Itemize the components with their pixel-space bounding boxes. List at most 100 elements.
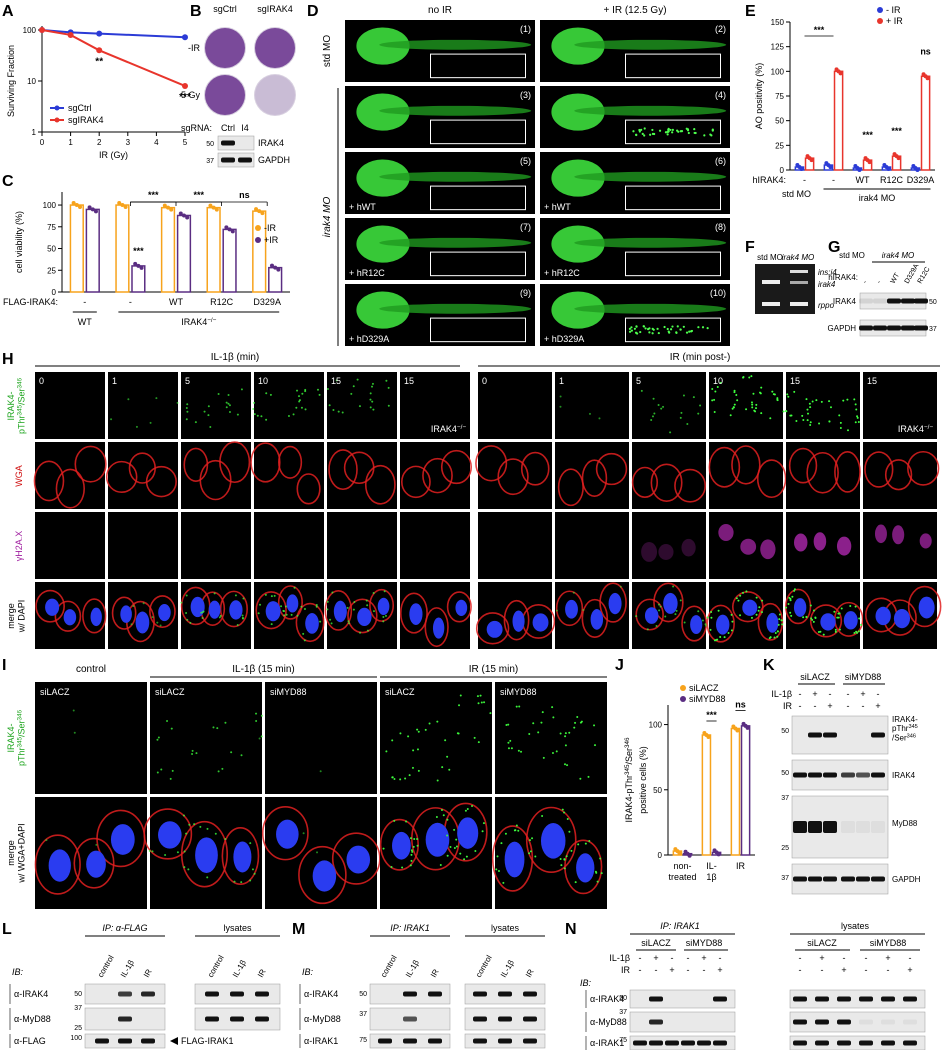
signal — [265, 392, 268, 395]
inset — [430, 185, 526, 211]
signal — [304, 408, 307, 411]
signal — [187, 868, 190, 871]
micrograph — [400, 442, 470, 509]
signal — [828, 420, 831, 423]
signal — [559, 405, 562, 408]
signal — [285, 613, 288, 616]
sign: - — [799, 701, 802, 711]
signal — [641, 541, 658, 562]
nucleus — [45, 598, 60, 616]
micrograph — [108, 442, 178, 509]
band — [859, 1019, 873, 1025]
signal — [641, 132, 644, 136]
signal — [563, 867, 566, 870]
signal — [837, 612, 840, 615]
bar — [85, 208, 100, 293]
signal — [326, 608, 329, 611]
sirna-label: siLACZ — [385, 687, 415, 697]
band — [793, 821, 807, 833]
signal — [723, 636, 726, 639]
signal — [598, 417, 601, 420]
signal — [809, 406, 812, 409]
inset — [430, 317, 526, 343]
signal — [563, 858, 566, 861]
signal — [45, 839, 48, 842]
sign: - — [687, 953, 690, 963]
signal — [224, 838, 227, 841]
bar — [176, 214, 192, 293]
replicate-dot — [166, 205, 171, 210]
size-marker: 50 — [781, 770, 789, 777]
signal — [840, 607, 843, 610]
signal — [251, 868, 254, 871]
band — [841, 821, 855, 833]
x-tick-label: WT — [856, 175, 870, 185]
treatment-label: IR (min post-) — [670, 352, 731, 363]
x-tick-label: 2 — [97, 138, 102, 147]
signal — [479, 694, 482, 697]
legend-label: - IR — [886, 5, 901, 15]
replicate-dot — [915, 168, 920, 173]
blot — [217, 152, 255, 168]
signal — [577, 843, 580, 846]
lane-label: WT — [890, 271, 902, 285]
label-part: 345 — [16, 737, 23, 748]
signal — [630, 329, 633, 332]
signal — [155, 397, 158, 400]
signal — [240, 754, 243, 757]
signal — [509, 739, 512, 742]
signal — [326, 387, 329, 390]
signal — [817, 630, 820, 633]
signal — [854, 605, 857, 608]
lane-label: std MO — [757, 253, 783, 262]
label-part: 345 — [16, 405, 23, 416]
band — [473, 991, 487, 997]
signal — [160, 768, 163, 771]
signal — [206, 827, 209, 830]
bar — [206, 206, 221, 293]
micrograph — [495, 682, 607, 794]
inset — [430, 119, 526, 145]
band — [205, 1016, 219, 1022]
signal — [669, 128, 672, 132]
band-label: α-FLAG — [14, 1036, 46, 1046]
signal — [657, 603, 660, 606]
signal — [735, 597, 738, 600]
signal — [709, 628, 712, 631]
signal — [793, 390, 796, 393]
signal — [411, 850, 414, 853]
sign: - — [877, 689, 880, 699]
time-label: 10 — [713, 376, 723, 386]
signal — [776, 397, 779, 400]
size-marker: 25 — [781, 845, 789, 852]
group-label: irak4 MO — [322, 196, 333, 237]
signal — [751, 403, 754, 406]
signal — [697, 326, 700, 329]
signal — [505, 724, 508, 727]
signal — [811, 618, 814, 621]
sign: - — [799, 953, 802, 963]
size-marker: 100 — [70, 1035, 82, 1042]
cell-outline — [73, 837, 115, 889]
signal — [270, 623, 273, 626]
annotation: *** — [862, 130, 873, 140]
sign: - — [865, 953, 868, 963]
signal — [559, 732, 562, 735]
nucleus — [875, 606, 891, 626]
cell-outline — [379, 818, 419, 871]
inset — [625, 53, 721, 79]
inset — [430, 53, 526, 79]
label-part: GAPDH — [892, 875, 921, 884]
band — [403, 1016, 417, 1022]
label-part: pThr — [16, 416, 26, 435]
sign: - — [687, 965, 690, 975]
blot — [629, 989, 736, 1009]
signal — [446, 854, 449, 857]
nucleus — [590, 609, 604, 630]
signal — [410, 837, 413, 840]
signal — [811, 400, 814, 403]
size-marker: 50 — [359, 991, 367, 998]
cell-outline — [331, 832, 381, 885]
band — [815, 1019, 829, 1025]
legend-label: sgCtrl — [68, 103, 92, 113]
